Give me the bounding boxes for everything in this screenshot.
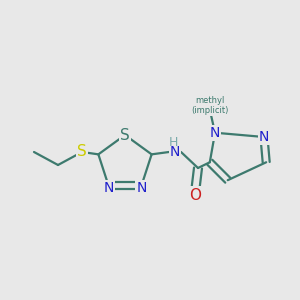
Text: N: N bbox=[103, 181, 114, 195]
Text: N: N bbox=[259, 130, 269, 144]
Text: H: H bbox=[168, 136, 178, 148]
Text: methyl
(implicit): methyl (implicit) bbox=[191, 96, 229, 116]
Text: N: N bbox=[210, 126, 220, 140]
Text: N: N bbox=[170, 145, 180, 159]
Text: O: O bbox=[189, 188, 201, 202]
Text: S: S bbox=[120, 128, 130, 142]
Text: N: N bbox=[136, 181, 147, 195]
Text: S: S bbox=[77, 145, 87, 160]
